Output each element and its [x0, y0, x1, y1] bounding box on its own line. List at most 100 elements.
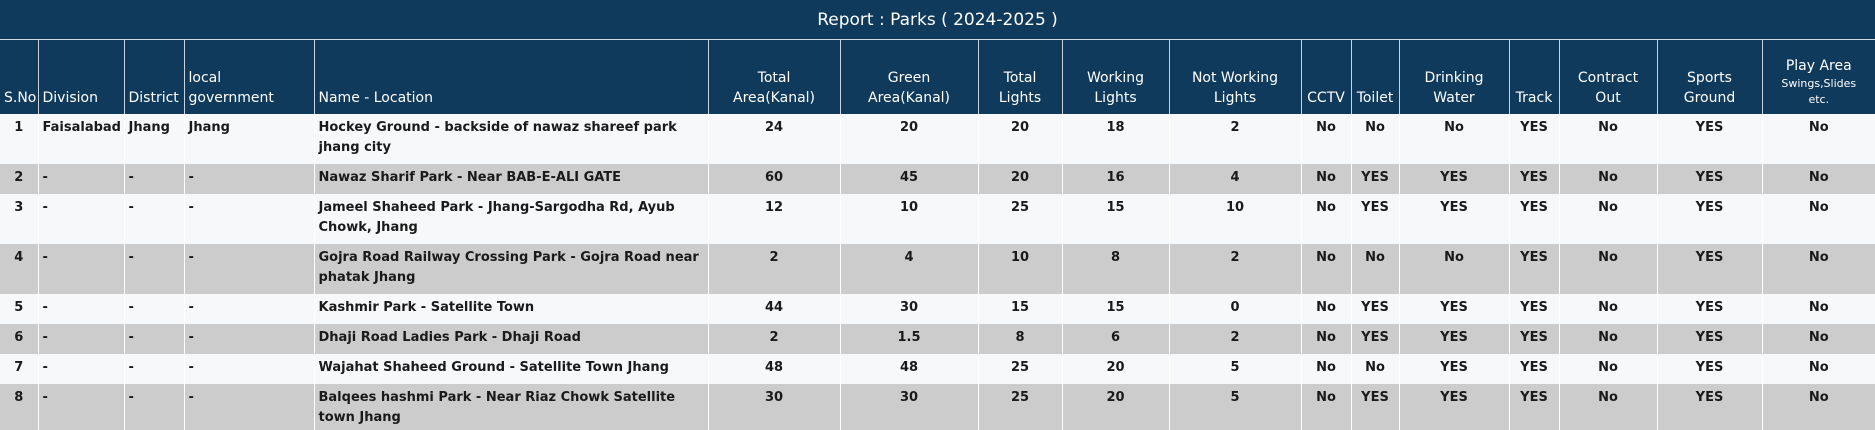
table-body: 1 Faisalabad Jhang Jhang Hockey Ground - bac…	[0, 114, 1875, 430]
cell-division: -	[37, 294, 124, 324]
cell-not-working-lights: 5	[1168, 384, 1301, 430]
cell-green-area: 1.5	[839, 324, 978, 354]
cell-total-lights: 15	[977, 294, 1062, 324]
cell-local-government: -	[183, 294, 314, 324]
cell-working-lights: 15	[1061, 194, 1169, 244]
cell-toilet: YES	[1350, 294, 1399, 324]
cell-sno: 8	[0, 384, 38, 430]
cell-working-lights: 16	[1061, 164, 1169, 194]
col-header-sports-ground[interactable]: Sports Ground	[1656, 40, 1762, 114]
col-header-green-area[interactable]: Green Area(Kanal)	[839, 40, 978, 114]
cell-local-government: -	[183, 194, 314, 244]
table-row[interactable]: 3- - - Jameel Shaheed Park - Jhang-Sargodha…	[0, 194, 1875, 244]
table-row[interactable]: 6- - - Dhaji Road Ladies Park - Dhaji Road 2…	[0, 324, 1875, 354]
cell-sno: 6	[0, 324, 38, 354]
cell-division: -	[37, 384, 124, 430]
cell-cctv: No	[1300, 194, 1351, 244]
cell-contract-out: No	[1558, 354, 1657, 384]
cell-local-government: -	[183, 244, 314, 294]
cell-working-lights: 15	[1061, 294, 1169, 324]
cell-drinking-water: YES	[1398, 164, 1509, 194]
cell-track: YES	[1508, 354, 1559, 384]
cell-track: YES	[1508, 324, 1559, 354]
table-row[interactable]: 5- - - Kashmir Park - Satellite Town 44 30 15 1…	[0, 294, 1875, 324]
cell-division: -	[37, 324, 124, 354]
parks-table: S.No Division District local government …	[0, 40, 1875, 430]
cell-track: YES	[1508, 294, 1559, 324]
cell-total-lights: 25	[977, 194, 1062, 244]
table-row[interactable]: 8- - - Balqees hashmi Park - Near Riaz Chow…	[0, 384, 1875, 430]
cell-green-area: 48	[839, 354, 978, 384]
cell-toilet: No	[1350, 114, 1399, 164]
cell-green-area: 30	[839, 294, 978, 324]
col-header-toilet[interactable]: Toilet	[1350, 40, 1399, 114]
cell-sno: 5	[0, 294, 38, 324]
cell-sports-ground: YES	[1656, 164, 1762, 194]
cell-sno: 3	[0, 194, 38, 244]
cell-drinking-water: YES	[1398, 354, 1509, 384]
col-header-play-area[interactable]: Play Area Swings,Slides etc.	[1761, 40, 1875, 114]
cell-sno: 2	[0, 164, 38, 194]
col-header-name-location[interactable]: Name - Location	[313, 40, 708, 114]
cell-play-area: No	[1761, 114, 1875, 164]
cell-cctv: No	[1300, 114, 1351, 164]
col-header-division[interactable]: Division	[37, 40, 124, 114]
cell-district: -	[123, 244, 184, 294]
cell-sports-ground: YES	[1656, 114, 1762, 164]
cell-name-location: Dhaji Road Ladies Park - Dhaji Road	[313, 324, 708, 354]
col-header-working-lights[interactable]: Working Lights	[1061, 40, 1169, 114]
cell-play-area: No	[1761, 354, 1875, 384]
table-row[interactable]: 2- - - Nawaz Sharif Park - Near BAB-E-ALI G…	[0, 164, 1875, 194]
table-row[interactable]: 7- - - Wajahat Shaheed Ground - Satellite T…	[0, 354, 1875, 384]
cell-sports-ground: YES	[1656, 294, 1762, 324]
col-header-total-lights[interactable]: Total Lights	[977, 40, 1062, 114]
col-header-track[interactable]: Track	[1508, 40, 1559, 114]
cell-sno: 1	[0, 114, 38, 164]
cell-division: -	[37, 194, 124, 244]
cell-toilet: YES	[1350, 324, 1399, 354]
cell-local-government: -	[183, 354, 314, 384]
cell-name-location: Nawaz Sharif Park - Near BAB-E-ALI GATE	[313, 164, 708, 194]
cell-total-area: 44	[707, 294, 840, 324]
col-header-drinking-water[interactable]: Drinking Water	[1398, 40, 1509, 114]
cell-toilet: YES	[1350, 164, 1399, 194]
col-header-cctv[interactable]: CCTV	[1300, 40, 1351, 114]
cell-district: -	[123, 164, 184, 194]
cell-green-area: 30	[839, 384, 978, 430]
cell-play-area: No	[1761, 194, 1875, 244]
col-header-sno[interactable]: S.No	[0, 40, 38, 114]
cell-green-area: 10	[839, 194, 978, 244]
cell-division: -	[37, 354, 124, 384]
cell-toilet: No	[1350, 244, 1399, 294]
cell-district: -	[123, 354, 184, 384]
cell-green-area: 20	[839, 114, 978, 164]
cell-name-location: Hockey Ground - backside of nawaz sharee…	[313, 114, 708, 164]
cell-name-location: Kashmir Park - Satellite Town	[313, 294, 708, 324]
cell-total-lights: 25	[977, 354, 1062, 384]
cell-working-lights: 18	[1061, 114, 1169, 164]
cell-district: -	[123, 294, 184, 324]
cell-working-lights: 8	[1061, 244, 1169, 294]
cell-name-location: Wajahat Shaheed Ground - Satellite Town …	[313, 354, 708, 384]
cell-cctv: No	[1300, 294, 1351, 324]
cell-play-area: No	[1761, 244, 1875, 294]
col-header-total-area[interactable]: Total Area(Kanal)	[707, 40, 840, 114]
cell-total-area: 48	[707, 354, 840, 384]
cell-play-area: No	[1761, 384, 1875, 430]
cell-total-area: 24	[707, 114, 840, 164]
cell-contract-out: No	[1558, 164, 1657, 194]
cell-sports-ground: YES	[1656, 324, 1762, 354]
table-row[interactable]: 1 Faisalabad Jhang Jhang Hockey Ground - bac…	[0, 114, 1875, 164]
cell-division: -	[37, 164, 124, 194]
cell-local-government: -	[183, 384, 314, 430]
col-header-local-government[interactable]: local government	[183, 40, 314, 114]
col-header-not-working-lights[interactable]: Not Working Lights	[1168, 40, 1301, 114]
cell-sno: 7	[0, 354, 38, 384]
cell-sports-ground: YES	[1656, 194, 1762, 244]
col-header-contract-out[interactable]: Contract Out	[1558, 40, 1657, 114]
cell-toilet: No	[1350, 354, 1399, 384]
cell-not-working-lights: 10	[1168, 194, 1301, 244]
cell-district: -	[123, 384, 184, 430]
table-row[interactable]: 4- - - Gojra Road Railway Crossing Park - G…	[0, 244, 1875, 294]
col-header-district[interactable]: District	[123, 40, 184, 114]
